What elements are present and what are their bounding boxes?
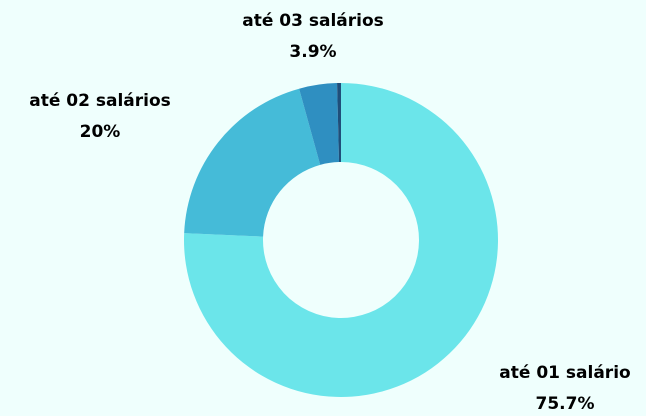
donut-slice	[337, 83, 341, 163]
slice-label: até 03 salários	[242, 11, 384, 31]
donut-slice	[183, 83, 499, 397]
slice-label: até 02 salários	[29, 91, 171, 111]
slice-value-label: 3.9%	[289, 42, 336, 62]
slice-value-label: 20%	[80, 122, 121, 142]
slice-value-label: 75.7%	[536, 394, 595, 414]
slice-label: até 01 salário	[499, 363, 630, 383]
donut-slice	[299, 83, 340, 165]
donut-slice	[184, 88, 321, 237]
